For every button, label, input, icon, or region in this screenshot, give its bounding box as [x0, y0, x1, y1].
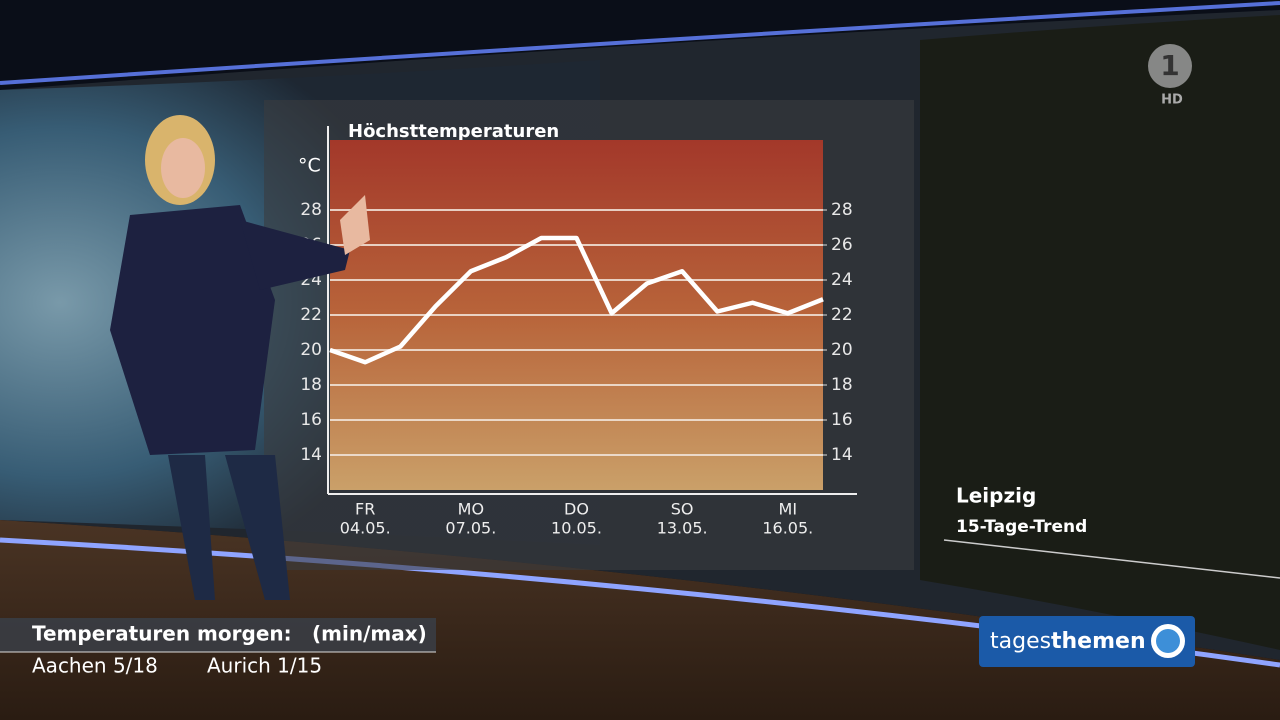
panel-rule: [943, 539, 1280, 579]
x-tick-label: MI: [779, 500, 798, 519]
ticker-note: (min/max): [312, 622, 427, 646]
x-tick-label: DO: [564, 500, 589, 519]
y2-tick-label: 20: [831, 340, 853, 360]
show-logo-icon-inner: [1156, 629, 1180, 653]
y2-tick-label: 14: [831, 445, 853, 465]
wall-light: [0, 1, 1280, 85]
ticker-entry: Aachen 5/18: [32, 654, 158, 678]
chart-title: Höchsttemperaturen: [348, 121, 559, 142]
x-tick-date: 13.05.: [657, 519, 708, 538]
y2-tick-label: 28: [831, 200, 853, 220]
wall-image-right: [920, 15, 1280, 650]
y2-tick-label: 18: [831, 375, 853, 395]
trend-label: 15-Tage-Trend: [956, 517, 1087, 537]
chart: Höchsttemperaturen °C 14 16 18 20 22 24 26 28 14…: [298, 121, 857, 538]
y-tick-label: 14: [300, 445, 322, 465]
y2-tick-label: 24: [831, 270, 853, 290]
show-logo: [979, 616, 1195, 667]
show-name-b: themen: [1051, 629, 1146, 654]
show-name-a: tages: [990, 629, 1051, 654]
y-tick-label: 28: [300, 200, 322, 220]
x-tick-label: MO: [458, 500, 484, 519]
broadcaster-logo: 1 HD: [1148, 44, 1192, 108]
x-tick-label: SO: [671, 500, 694, 519]
x-tick-date: 07.05.: [445, 519, 496, 538]
x-tick-date: 10.05.: [551, 519, 602, 538]
y2-tick-label: 16: [831, 410, 853, 430]
hd-label: HD: [1161, 93, 1183, 108]
y2-tick-label: 26: [831, 235, 853, 255]
y-axis-label: °C: [298, 155, 321, 177]
x-tick-label: FR: [355, 500, 375, 519]
y-tick-label: 20: [300, 340, 322, 360]
x-tick-date: 04.05.: [340, 519, 391, 538]
presenter: [110, 115, 370, 600]
y2-tick-label: 22: [831, 305, 853, 325]
y-tick-label: 22: [300, 305, 322, 325]
data-line: [329, 235, 824, 365]
ticker-entry: Aurich 1/15: [207, 654, 322, 678]
x-tick-date: 16.05.: [762, 519, 813, 538]
y-tick-label: 18: [300, 375, 322, 395]
ticker-bar: [0, 618, 436, 652]
logo-text: 1: [1160, 49, 1179, 82]
y-tick-label: 16: [300, 410, 322, 430]
ticker-title: Temperaturen morgen:: [32, 622, 292, 646]
location: Leipzig: [956, 484, 1036, 508]
